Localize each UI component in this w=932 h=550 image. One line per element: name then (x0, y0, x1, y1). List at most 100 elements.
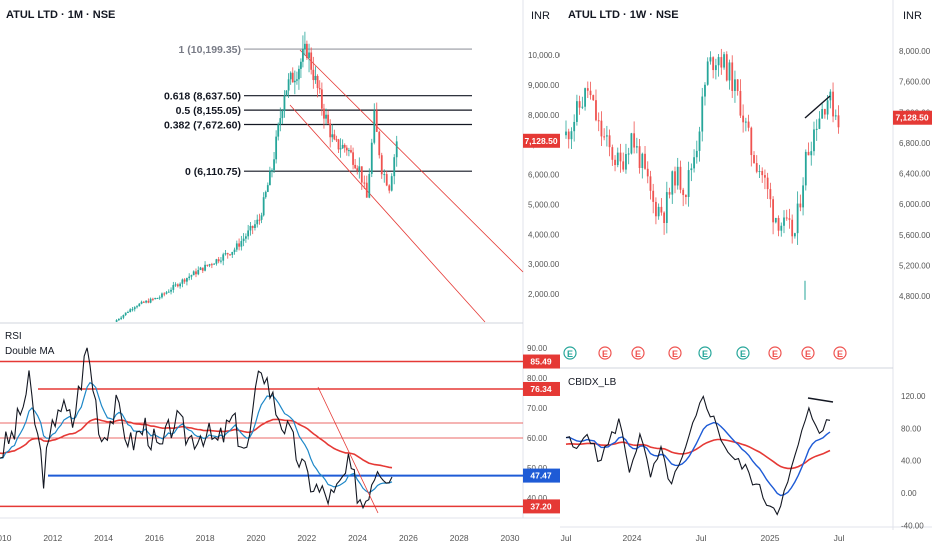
price-axis-tick: 9,000.00 (528, 81, 560, 90)
price-candle (266, 185, 269, 192)
channel-upper-line[interactable] (299, 49, 524, 273)
price-candle (655, 201, 657, 217)
price-candle (167, 291, 170, 293)
price-candle (201, 267, 204, 271)
price-trendline[interactable] (804, 95, 831, 119)
price-candle (181, 279, 184, 284)
price-candle (385, 174, 388, 186)
price-candle (578, 101, 581, 108)
price-candle (174, 284, 177, 286)
earnings-marker-icon[interactable] (833, 346, 847, 360)
price-candle (229, 254, 231, 256)
price-candle (834, 115, 837, 117)
price-candle (131, 309, 134, 311)
price-candle (273, 159, 275, 170)
price-candle (766, 177, 769, 190)
rsi-signal-line (0, 381, 393, 494)
price-candle (251, 225, 254, 228)
price-candle (586, 88, 589, 91)
price-candle (258, 219, 261, 221)
price-candle (714, 65, 717, 71)
price-candle (807, 151, 810, 156)
last-price-tag (893, 110, 932, 125)
time-axis-tick: 2018 (196, 533, 215, 543)
indicator-trendline[interactable] (807, 397, 834, 403)
price-candle (573, 121, 576, 132)
time-axis-tick: 2026 (399, 533, 418, 543)
rsi-slow-ma-line (0, 418, 393, 469)
cbidx-slow-line (565, 438, 831, 470)
time-axis-tick: Jul (561, 533, 572, 543)
price-candle (217, 259, 220, 262)
time-axis-tick: 2030 (501, 533, 520, 543)
price-candle (690, 168, 693, 171)
cbidx-fast-line (565, 421, 831, 497)
price-axis-tick: 5,000.00 (528, 200, 560, 209)
earnings-marker-icon[interactable] (598, 346, 612, 360)
price-candle (584, 88, 586, 107)
rsi-level-label: 37.20 (530, 501, 552, 511)
price-candle (657, 206, 660, 217)
price-candle (802, 185, 804, 208)
rsi-level-label: 47.47 (530, 471, 552, 481)
price-candle (117, 318, 120, 321)
price-candle (685, 195, 687, 197)
last-price-label: 7,128.50 (524, 136, 557, 146)
price-candle (783, 217, 785, 226)
rsi-trendline[interactable] (317, 386, 379, 514)
price-candle (352, 152, 354, 165)
earnings-marker-label: E (635, 349, 641, 359)
rsi-axis-tick: 70.00 (527, 404, 548, 413)
price-candle (293, 80, 296, 83)
price-candle (310, 52, 313, 70)
price-candle (197, 269, 200, 275)
price-candle (581, 106, 584, 108)
price-candle (345, 147, 348, 151)
price-candle (325, 114, 327, 119)
price-candle (220, 260, 222, 262)
price-candle (339, 148, 342, 150)
price-candle (378, 131, 381, 156)
price-candle (813, 129, 815, 152)
price-candle (350, 150, 352, 153)
price-candle (298, 68, 300, 80)
fib-level-label: 0.618 (8,637.50) (164, 91, 241, 103)
earnings-marker-label: E (672, 349, 678, 359)
price-candle (736, 79, 739, 91)
price-candle (804, 151, 807, 186)
time-axis-tick: 2022 (297, 533, 316, 543)
price-candle (115, 320, 118, 322)
earnings-marker-icon[interactable] (668, 346, 682, 360)
earnings-marker-icon[interactable] (698, 346, 712, 360)
cbidx-indicator-label[interactable]: CBIDX_LB (568, 377, 617, 388)
price-candle (213, 263, 216, 265)
price-candle (323, 108, 325, 119)
channel-lower-line[interactable] (289, 104, 486, 323)
right-chart[interactable]: 8,000.007,600.007,200.006,800.006,400.00… (560, 0, 932, 550)
time-axis-tick: 2028 (450, 533, 469, 543)
time-axis-tick: 2024 (348, 533, 367, 543)
price-candle (314, 75, 317, 81)
rsi-indicator-label[interactable]: RSI (5, 331, 22, 342)
price-candle (172, 285, 175, 290)
price-candle (208, 264, 211, 266)
price-candle (682, 189, 685, 196)
earnings-marker-icon[interactable] (563, 346, 577, 360)
double-ma-indicator-label[interactable]: Double MA (5, 346, 55, 357)
rsi-level-label: 85.49 (530, 357, 552, 367)
indicator-axis-tick: 120.00 (901, 392, 926, 401)
price-candle (772, 199, 774, 223)
earnings-marker-icon[interactable] (736, 346, 750, 360)
left-chart[interactable]: 10,000.009,000.008,000.007,000.006,000.0… (0, 0, 560, 550)
earnings-marker-icon[interactable] (631, 346, 645, 360)
price-candle (363, 182, 366, 184)
price-axis-tick: 10,000.00 (528, 51, 560, 60)
price-candle (693, 157, 695, 169)
price-candle (264, 191, 267, 198)
price-candle (701, 96, 704, 132)
price-candle (630, 133, 633, 154)
price-candle (791, 219, 794, 237)
earnings-marker-icon[interactable] (801, 346, 815, 360)
earnings-marker-icon[interactable] (768, 346, 782, 360)
price-candle (810, 151, 813, 156)
